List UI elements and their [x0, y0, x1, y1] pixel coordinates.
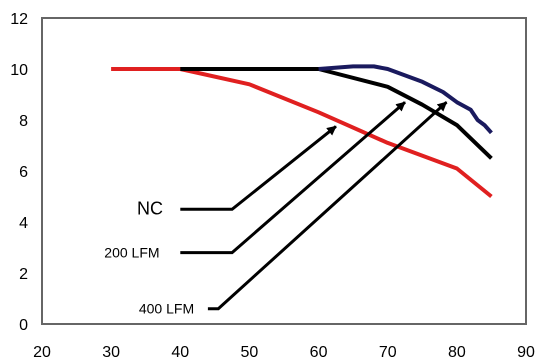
x-tick-label: 40 [171, 344, 189, 361]
y-tick-label: 10 [10, 62, 28, 79]
y-tick-label: 6 [19, 164, 28, 181]
y-tick-label: 12 [10, 11, 28, 28]
series-layer [111, 64, 493, 199]
y-tick-label: 8 [19, 113, 28, 130]
y-tick-label: 0 [19, 317, 28, 334]
x-tick-label: 50 [241, 344, 259, 361]
y-tick-label: 2 [19, 266, 28, 283]
x-tick-label: 90 [517, 344, 535, 361]
annotation-label-1: NC [137, 198, 163, 218]
annotation-arrow-2 [180, 101, 406, 255]
y-tick-label: 4 [19, 215, 28, 232]
series-line-2 [180, 67, 493, 160]
x-tick-label: 70 [379, 344, 397, 361]
annotation-label-2: 200 LFM [104, 245, 159, 261]
plot-frame [41, 17, 527, 325]
annotation-layer: NC 200 LFM 400 LFM [104, 101, 448, 317]
annotation-arrow-1 [180, 125, 337, 211]
annotation-arrow-3 [207, 101, 448, 311]
x-tick-label: 80 [448, 344, 466, 361]
annotation-label-3: 400 LFM [139, 301, 194, 317]
x-tick-label: 20 [33, 344, 51, 361]
x-tick-label: 30 [102, 344, 120, 361]
x-tick-label: 60 [310, 344, 328, 361]
tick-layer: 20 30 40 50 60 70 80 90 0 2 4 6 8 10 12 [10, 11, 535, 361]
series-line-3 [318, 64, 493, 135]
